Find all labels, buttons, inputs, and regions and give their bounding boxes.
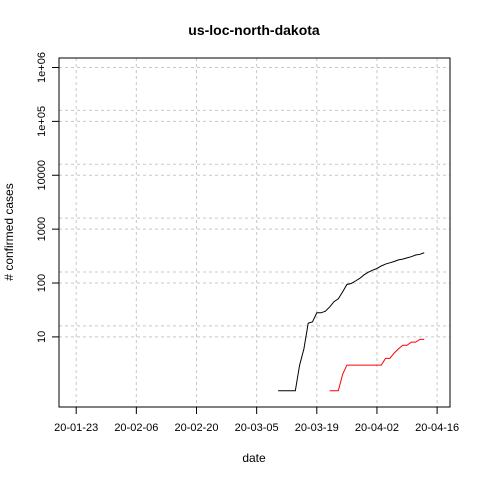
y-tick-label: 100 — [36, 274, 48, 292]
x-tick-label: 20-03-05 — [235, 422, 279, 434]
x-tick-label: 20-04-16 — [415, 422, 459, 434]
x-tick-label: 20-04-02 — [355, 422, 399, 434]
y-tick-label: 1e+06 — [36, 52, 48, 83]
y-tick-label: 1e+05 — [36, 106, 48, 137]
y-axis: 10 100 1000 10000 1e+05 1e+06 — [36, 52, 60, 343]
y-tick-label: 1000 — [36, 217, 48, 241]
x-tick-label: 20-03-19 — [295, 422, 339, 434]
chart-title: us-loc-north-dakota — [188, 22, 320, 38]
x-tick-label: 20-01-23 — [54, 422, 98, 434]
y-tick-label: 10 — [36, 331, 48, 343]
x-tick-label: 20-02-06 — [114, 422, 158, 434]
x-tick-label: 20-02-20 — [174, 422, 218, 434]
grid — [59, 58, 450, 407]
series-layer — [278, 252, 425, 392]
series-line-0 — [278, 252, 425, 392]
x-axis: 20-01-23 20-02-06 20-02-20 20-03-05 20-03-19… — [54, 406, 459, 434]
y-tick-label: 10000 — [36, 160, 48, 191]
series-line-1 — [329, 338, 425, 392]
x-axis-label: date — [242, 451, 266, 465]
y-axis-label: # confirmed cases — [2, 183, 16, 280]
